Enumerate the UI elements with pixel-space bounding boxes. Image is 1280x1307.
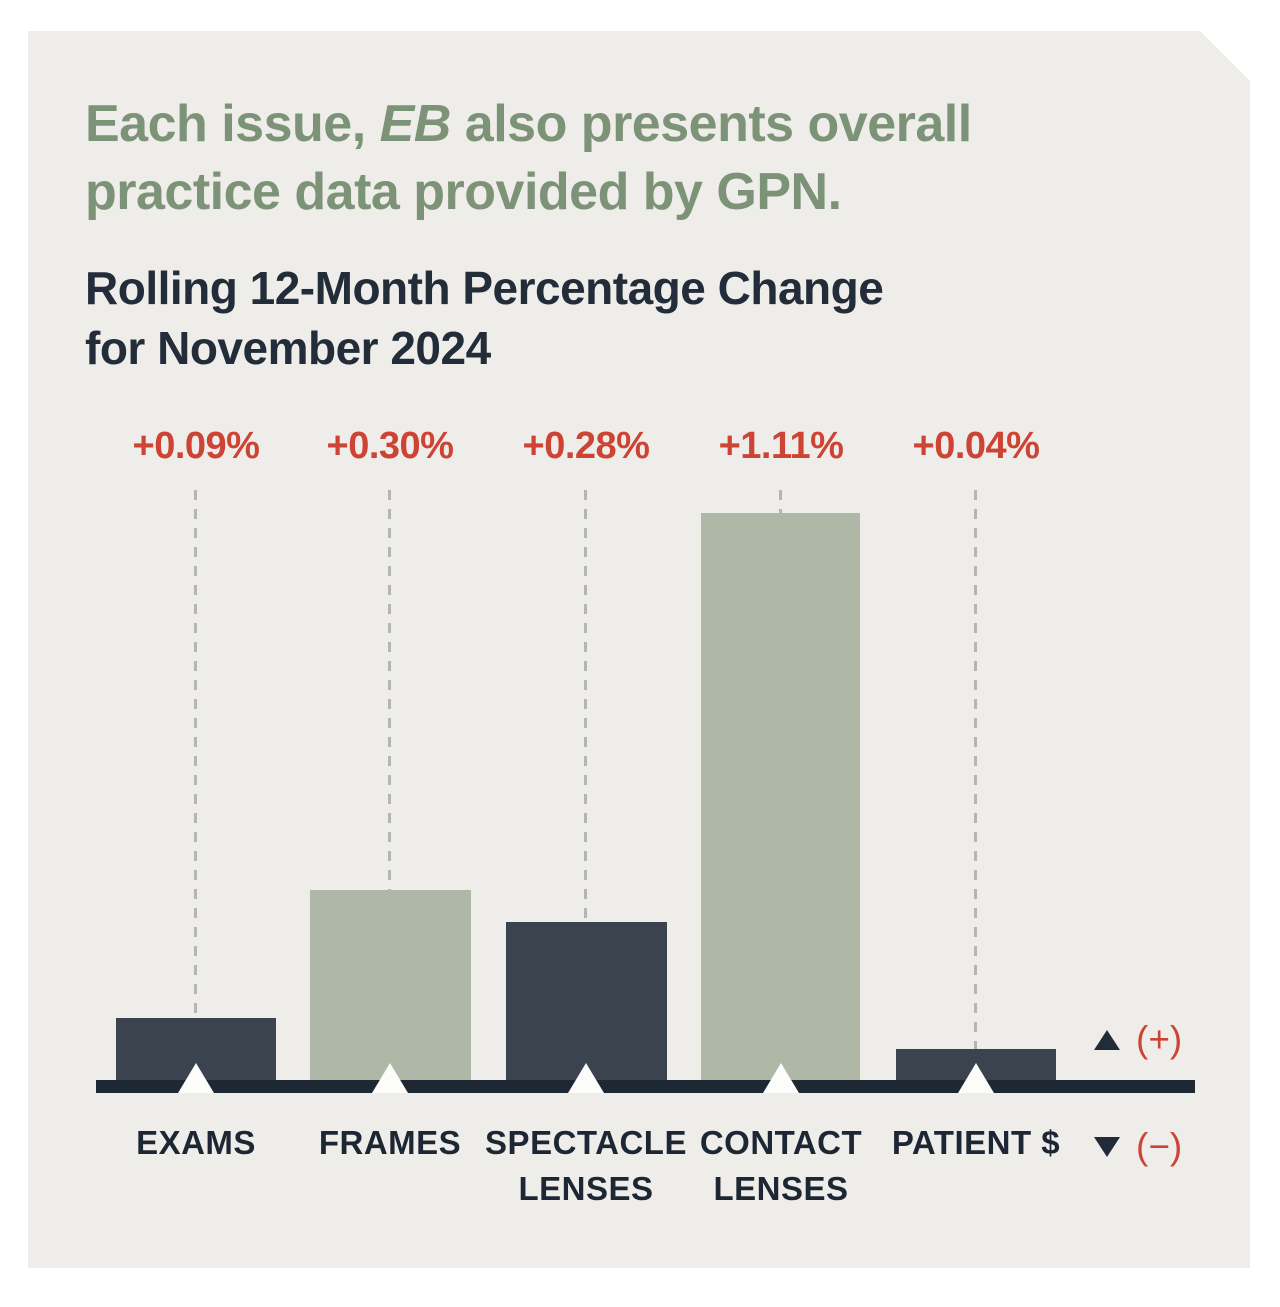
value-label-frames: +0.30% — [326, 425, 454, 467]
intro-text-part3: also presents overall practice data prov… — [85, 95, 972, 221]
chart-title-line2: for November 2024 — [85, 321, 491, 374]
intro-heading: Each issue, EB also presents overall pra… — [85, 91, 1105, 226]
category-label-exams: EXAMS — [136, 1124, 256, 1161]
value-label-spectacle-lenses: +0.28% — [522, 425, 650, 467]
infographic-card: Each issue, EB also presents overall pra… — [28, 31, 1250, 1268]
dashed-gridline — [974, 490, 977, 1080]
dashed-gridline — [194, 490, 197, 1080]
category-label-contact-lenses: CONTACT LENSES — [699, 1124, 863, 1208]
intro-text-part1: Each issue, — [85, 95, 380, 153]
legend-positive: (+) — [1094, 1019, 1182, 1061]
legend-negative: (−) — [1094, 1126, 1182, 1168]
up-triangle-icon — [1094, 1030, 1120, 1050]
baseline-notch-icon — [568, 1063, 604, 1093]
baseline-notch-icon — [958, 1063, 994, 1093]
baseline-notch-icon — [763, 1063, 799, 1093]
category-label-spectacle-lenses: SPECTACLE LENSES — [485, 1124, 687, 1208]
value-label-patient-dollars: +0.04% — [912, 425, 1040, 467]
axis-baseline — [96, 1080, 1195, 1093]
legend-negative-label: (−) — [1136, 1126, 1183, 1167]
dashed-gridline — [584, 490, 587, 1080]
dashed-gridline — [388, 490, 391, 1080]
baseline-notch-icon — [178, 1063, 214, 1093]
category-label-patient-dollars: PATIENT $ — [891, 1124, 1061, 1161]
bar-spectacle-lenses — [506, 922, 667, 1080]
baseline-notch-icon — [372, 1063, 408, 1093]
intro-text-eb-italic: EB — [379, 95, 452, 153]
bar-frames — [310, 890, 471, 1080]
chart-title-line1: Rolling 12-Month Percentage Change — [85, 262, 884, 314]
value-label-exams: +0.09% — [132, 425, 260, 467]
bar-contact-lenses — [701, 513, 860, 1080]
down-triangle-icon — [1094, 1137, 1120, 1157]
category-label-frames: FRAMES — [318, 1124, 462, 1161]
value-label-contact-lenses: +1.11% — [718, 425, 844, 467]
legend-positive-label: (+) — [1136, 1019, 1183, 1060]
chart-title: Rolling 12-Month Percentage Change for N… — [85, 259, 985, 379]
